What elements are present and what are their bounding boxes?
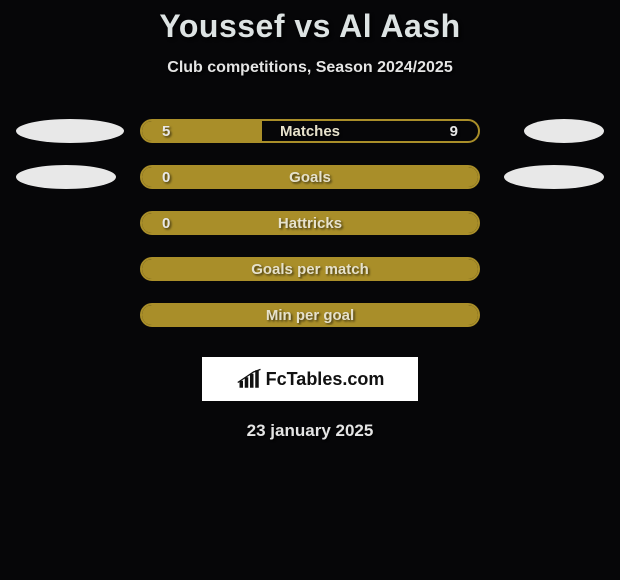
indicator-ellipse-right	[524, 119, 604, 143]
date-text: 23 january 2025	[0, 421, 620, 441]
page-title: Youssef vs Al Aash	[0, 8, 620, 45]
stat-row: Hattricks0	[10, 211, 610, 235]
stat-label: Min per goal	[142, 305, 478, 325]
stat-bar: Goals per match	[140, 257, 480, 281]
chart-bars-icon	[236, 368, 264, 390]
stat-bar: Goals	[140, 165, 480, 189]
stat-row: Goals0	[10, 165, 610, 189]
stat-bar: Min per goal	[140, 303, 480, 327]
stat-value-left: 0	[162, 215, 170, 232]
logo-text: FcTables.com	[266, 369, 385, 390]
stat-bar: Matches	[140, 119, 480, 143]
stat-rows: Matches59Goals0Hattricks0Goals per match…	[0, 119, 620, 327]
stat-row: Min per goal	[10, 303, 610, 327]
indicator-ellipse-right	[504, 165, 604, 189]
stat-row: Matches5 9	[10, 119, 610, 143]
stat-value-left: 0	[162, 169, 170, 186]
indicator-ellipse-left	[16, 119, 124, 143]
stat-label: Matches	[142, 121, 478, 141]
stat-value-right: 9	[450, 123, 458, 140]
stat-label: Goals per match	[142, 259, 478, 279]
logo-box: FcTables.com	[202, 357, 418, 401]
stat-label: Goals	[142, 167, 478, 187]
infographic-container: Youssef vs Al Aash Club competitions, Se…	[0, 0, 620, 441]
indicator-ellipse-left	[16, 165, 116, 189]
stat-bar: Hattricks	[140, 211, 480, 235]
stat-value-left: 5	[162, 123, 170, 140]
logo: FcTables.com	[236, 368, 385, 390]
stat-label: Hattricks	[142, 213, 478, 233]
subtitle: Club competitions, Season 2024/2025	[0, 59, 620, 77]
stat-row: Goals per match	[10, 257, 610, 281]
